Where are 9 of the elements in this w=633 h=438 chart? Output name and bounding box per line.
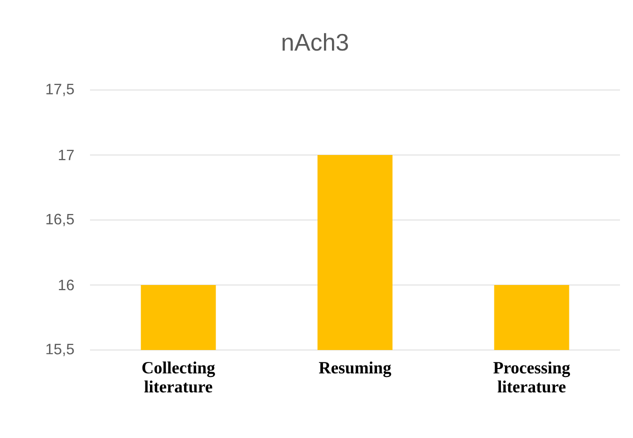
- x-tick-label: Processing literature: [493, 362, 570, 393]
- y-tick-label: 16,5: [46, 214, 74, 226]
- y-tick-label: 17: [58, 150, 74, 160]
- y-tick-label: 15,5: [46, 344, 74, 356]
- y-tick-label: 17,5: [46, 84, 74, 96]
- x-tick-label: Resuming: [318, 362, 392, 378]
- x-tick-label: Collecting literature: [142, 362, 215, 393]
- y-tick-label: 16: [58, 280, 74, 290]
- chart-title: nAch3: [282, 33, 348, 51]
